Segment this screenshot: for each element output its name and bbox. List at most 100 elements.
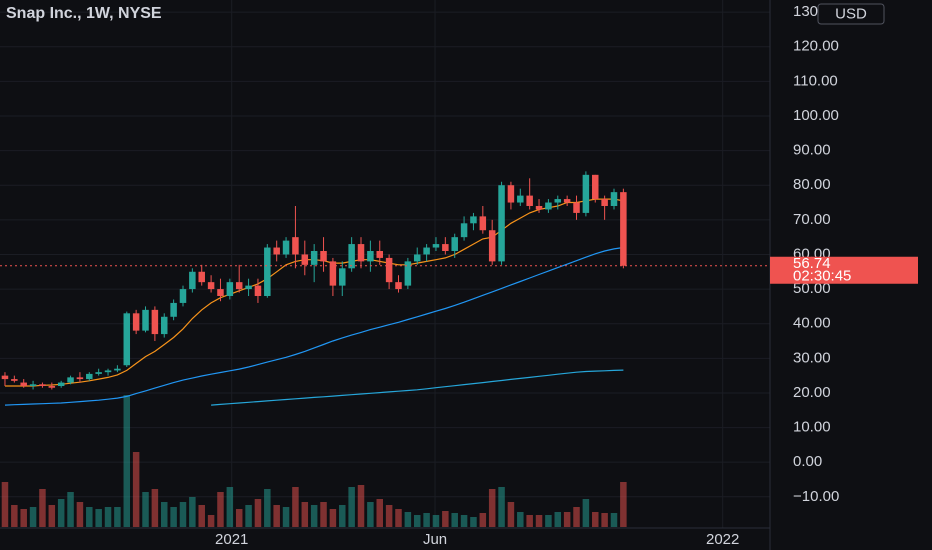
volume-bar bbox=[142, 492, 149, 527]
volume-bar bbox=[310, 505, 318, 527]
candle-body bbox=[339, 268, 346, 286]
y-tick-label: 100.00 bbox=[793, 107, 839, 124]
y-tick-label: −10.00 bbox=[793, 488, 839, 505]
candle-body bbox=[479, 216, 487, 231]
volume-bar bbox=[67, 492, 74, 527]
volume-bar bbox=[170, 507, 177, 527]
candle-body bbox=[11, 379, 18, 381]
candle-body bbox=[610, 192, 618, 206]
currency-button[interactable] bbox=[817, 3, 885, 25]
volume-bar bbox=[189, 497, 196, 527]
candle-body bbox=[507, 185, 515, 203]
candle-body bbox=[264, 247, 271, 297]
volume-bar bbox=[563, 512, 571, 527]
volume-bar bbox=[367, 502, 374, 527]
volume-bar bbox=[1, 482, 9, 527]
volume-bar bbox=[357, 485, 365, 527]
candle-body bbox=[563, 199, 571, 203]
volume-bar bbox=[592, 512, 599, 527]
volume-bar bbox=[11, 505, 18, 527]
axes: −10.000.0010.0020.0030.0040.0050.0060.00… bbox=[0, 3, 918, 548]
candle-body bbox=[442, 244, 449, 251]
volume-bar bbox=[432, 515, 440, 527]
volume-bar bbox=[20, 509, 27, 527]
y-tick-label: 90.00 bbox=[793, 142, 831, 159]
candle-body bbox=[57, 382, 65, 387]
volume-bar bbox=[404, 512, 412, 527]
volume-bar bbox=[451, 513, 458, 527]
volume-bar bbox=[132, 452, 140, 527]
candle-body bbox=[357, 244, 365, 262]
candle-body bbox=[48, 386, 56, 388]
candle-body bbox=[310, 250, 318, 265]
candle-body bbox=[86, 373, 93, 380]
candle-body bbox=[20, 382, 27, 387]
candle-body bbox=[207, 282, 215, 290]
volume bbox=[1, 395, 627, 527]
volume-bar bbox=[29, 507, 37, 527]
candle-body bbox=[1, 375, 9, 380]
candle-body bbox=[76, 377, 84, 380]
candle-body bbox=[592, 174, 599, 200]
candle-body bbox=[142, 309, 149, 331]
candle-body bbox=[545, 202, 552, 210]
volume-bar bbox=[95, 509, 102, 527]
volume-bar bbox=[479, 513, 487, 527]
candles bbox=[1, 171, 627, 390]
last-price-tag bbox=[770, 256, 918, 284]
volume-bar bbox=[413, 515, 421, 527]
volume-bar bbox=[161, 502, 168, 527]
candle-body bbox=[114, 368, 121, 371]
x-tick-label: 2022 bbox=[706, 531, 739, 548]
y-tick-label: 10.00 bbox=[793, 419, 831, 436]
candle-body bbox=[245, 285, 252, 290]
candle-body bbox=[226, 282, 234, 297]
candle-body bbox=[404, 261, 412, 286]
currency-label[interactable]: USD bbox=[835, 5, 867, 22]
volume-bar bbox=[385, 505, 393, 527]
candle-body bbox=[198, 271, 205, 283]
x-tick-label: Jun bbox=[423, 531, 447, 548]
candle-body bbox=[189, 271, 196, 290]
moving-average-line bbox=[4, 246, 624, 406]
candle-body bbox=[254, 285, 262, 297]
y-tick-label: 0.00 bbox=[793, 453, 822, 470]
volume-bar bbox=[517, 512, 524, 527]
y-tick-label: 40.00 bbox=[793, 315, 831, 332]
volume-bar bbox=[610, 513, 618, 527]
y-tick-label: 70.00 bbox=[793, 211, 831, 228]
candle-body bbox=[179, 289, 187, 303]
moving-average-line bbox=[211, 369, 624, 406]
candle-body bbox=[432, 244, 440, 248]
candle-body bbox=[95, 372, 102, 374]
candle-body bbox=[535, 205, 543, 210]
volume-bar bbox=[545, 515, 552, 527]
volume-bar bbox=[235, 509, 243, 527]
candle-body bbox=[348, 244, 355, 269]
volume-bar bbox=[217, 492, 224, 527]
volume-bar bbox=[339, 505, 346, 527]
candle-body bbox=[395, 282, 402, 290]
volume-bar bbox=[264, 489, 271, 527]
candle-body bbox=[470, 216, 477, 224]
y-tick-label: 110.00 bbox=[793, 72, 838, 89]
volume-bar bbox=[573, 507, 580, 527]
candle-body bbox=[488, 230, 496, 262]
volume-bar bbox=[329, 509, 337, 527]
volume-bar bbox=[526, 515, 533, 527]
volume-bar bbox=[245, 505, 252, 527]
volume-bar bbox=[554, 512, 562, 527]
candle-body bbox=[123, 313, 131, 366]
volume-bar bbox=[488, 489, 496, 527]
candle-body bbox=[451, 237, 458, 251]
volume-bar bbox=[207, 515, 215, 527]
y-tick-label: 50.00 bbox=[793, 280, 831, 297]
volume-bar bbox=[273, 505, 280, 527]
volume-bar bbox=[535, 515, 543, 527]
volume-bar bbox=[498, 487, 505, 527]
candle-body bbox=[282, 240, 290, 255]
volume-bar bbox=[86, 507, 93, 527]
candle-body bbox=[292, 237, 299, 255]
candle-body bbox=[526, 195, 533, 206]
